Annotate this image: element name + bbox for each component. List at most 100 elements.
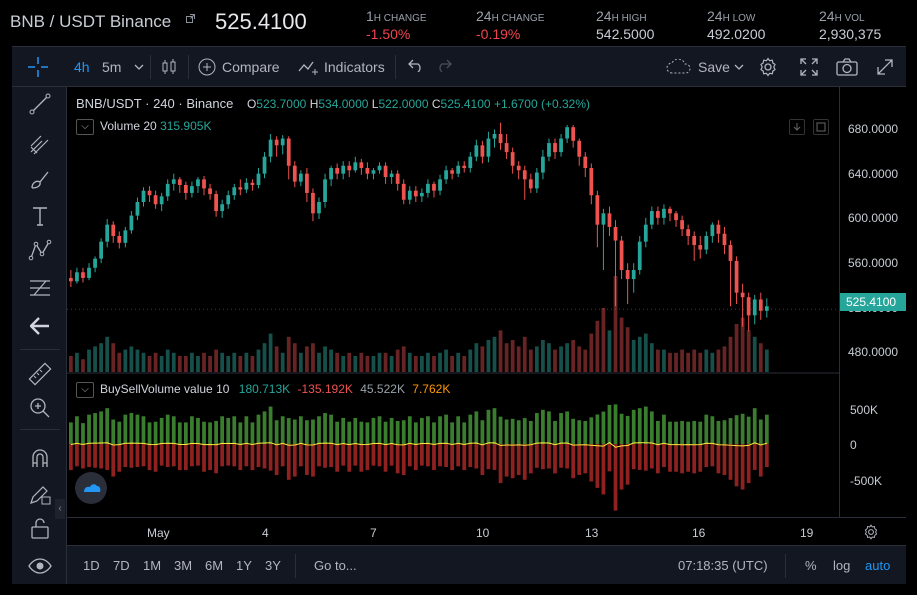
- candle-body: [262, 156, 267, 174]
- fullscreen-icon[interactable]: [800, 47, 818, 87]
- candle-body: [274, 139, 279, 146]
- magnet-icon[interactable]: [12, 441, 67, 475]
- interval-4h-button[interactable]: 4h: [74, 59, 90, 75]
- volume-bar: [359, 352, 364, 372]
- utc-clock[interactable]: 07:18:35 (UTC): [678, 558, 768, 573]
- range-3y-button[interactable]: 3Y: [265, 558, 281, 573]
- brush-icon[interactable]: [12, 163, 67, 197]
- volume-bar: [395, 349, 400, 372]
- volume-bar: [347, 352, 352, 372]
- lock-icon[interactable]: [12, 511, 67, 545]
- volume-bar: [317, 352, 321, 372]
- volume-bar: [752, 336, 757, 372]
- collapse-chevron-icon[interactable]: ⌵: [76, 119, 94, 135]
- range-1m-button[interactable]: 1M: [143, 558, 162, 573]
- bsv-buy-bar: [298, 416, 303, 444]
- log-toggle[interactable]: log: [833, 558, 851, 573]
- move-down-icon[interactable]: [789, 119, 805, 135]
- bsv-buy-bar: [492, 408, 497, 444]
- bsv-buy-bar: [75, 416, 79, 444]
- range-1d-button[interactable]: 1D: [83, 558, 100, 573]
- bsv-buy-bar: [262, 411, 267, 444]
- volume-bar: [401, 346, 406, 372]
- undo-icon[interactable]: [408, 47, 424, 87]
- chart-canvas[interactable]: [67, 87, 839, 517]
- bsv-sell-bar: [547, 444, 551, 469]
- bsv-buy-bar: [764, 414, 769, 444]
- external-link-icon[interactable]: [186, 14, 195, 26]
- compare-button[interactable]: Compare: [198, 47, 280, 87]
- candle-body: [746, 297, 751, 316]
- gear-icon[interactable]: [758, 47, 778, 87]
- bsv-buy-bar: [534, 413, 539, 444]
- bsv-sell-bar: [141, 444, 146, 467]
- range-3m-button[interactable]: 3M: [174, 558, 193, 573]
- bsv-buy-bar: [371, 417, 376, 444]
- stat-24h-volume: 24H VOL 2,930,375: [819, 8, 882, 42]
- bsv-buy-bar: [202, 421, 206, 444]
- ruler-icon[interactable]: [12, 357, 67, 391]
- bsv-sell-bar: [177, 444, 182, 471]
- bsv-buy-bar: [504, 419, 509, 444]
- bsv-buy-bar: [383, 421, 388, 444]
- collapse-chevron-icon[interactable]: ⌵: [76, 382, 94, 398]
- arrow-left-icon[interactable]: [12, 309, 67, 343]
- candle-body: [559, 138, 563, 153]
- bsv-sell-bar: [359, 444, 364, 472]
- volume-bar: [498, 330, 503, 372]
- interval-5m-button[interactable]: 5m: [102, 59, 122, 75]
- bsv-buy-bar: [117, 421, 122, 444]
- bsv-buy-bar: [365, 422, 370, 444]
- indicators-button[interactable]: Indicators: [298, 47, 385, 87]
- bsv-sell-bar: [353, 444, 358, 466]
- volume-label: Volume 20: [100, 119, 157, 134]
- candles-icon[interactable]: [160, 47, 178, 87]
- price-chart[interactable]: BNB/USDT · 240 · Binance O523.7000 H534.…: [55, 87, 839, 519]
- percent-toggle[interactable]: %: [805, 558, 817, 573]
- volume-legend[interactable]: ⌵ Volume 20 315.905K: [76, 119, 211, 135]
- crosshair-icon[interactable]: [26, 47, 50, 87]
- range-7d-button[interactable]: 7D: [113, 558, 130, 573]
- save-button[interactable]: Save: [666, 47, 730, 87]
- redo-icon[interactable]: [436, 47, 452, 87]
- candle-body: [432, 183, 436, 191]
- camera-icon[interactable]: [836, 47, 858, 87]
- volume-bar: [183, 356, 188, 372]
- goto-button[interactable]: Go to...: [314, 558, 357, 573]
- bsv-buy-bar: [353, 417, 358, 444]
- range-6m-button[interactable]: 6M: [205, 558, 224, 573]
- bsv-sell-bar: [692, 444, 697, 474]
- maximize-pane-icon[interactable]: [813, 119, 829, 135]
- bsv-sell-bar: [75, 444, 79, 467]
- bsv-buy-bar: [171, 416, 176, 444]
- bsv-sell-bar: [81, 444, 85, 469]
- candle-body: [389, 173, 394, 178]
- collapse-sidebar-icon[interactable]: ‹: [55, 499, 65, 519]
- candle-body: [438, 179, 442, 191]
- chevron-down-icon[interactable]: [734, 47, 744, 87]
- fib-icon[interactable]: [12, 271, 67, 305]
- auto-toggle[interactable]: auto: [865, 558, 891, 573]
- pair-title[interactable]: BNB / USDT Binance: [10, 12, 172, 31]
- chevron-down-icon[interactable]: [134, 47, 144, 87]
- eye-icon[interactable]: [12, 549, 67, 583]
- candle-body: [607, 213, 612, 227]
- lock-pencil-icon[interactable]: [12, 477, 67, 511]
- tradingview-logo[interactable]: [75, 472, 107, 504]
- pitchfork-icon[interactable]: [12, 127, 67, 161]
- volume-bar: [208, 356, 212, 372]
- pattern-icon[interactable]: [12, 233, 67, 267]
- toolbar-divider: [20, 429, 60, 430]
- bsv-buy-bar: [450, 422, 455, 444]
- expand-arrow-icon[interactable]: [876, 47, 894, 87]
- zoom-in-icon[interactable]: [12, 391, 67, 425]
- bsv-sell-bar: [244, 444, 249, 467]
- trend-line-icon[interactable]: [12, 87, 67, 121]
- bsv-legend[interactable]: ⌵ BuySellVolume value 10 180.713K -135.19…: [76, 382, 450, 398]
- axis-settings-gear-icon[interactable]: [863, 524, 879, 545]
- candle-body: [232, 187, 237, 196]
- range-1y-button[interactable]: 1Y: [236, 558, 252, 573]
- bsv-buy-bar: [541, 409, 545, 444]
- text-icon[interactable]: [12, 199, 67, 233]
- time-axis[interactable]: May 4 7 10 13 16 19: [67, 517, 906, 545]
